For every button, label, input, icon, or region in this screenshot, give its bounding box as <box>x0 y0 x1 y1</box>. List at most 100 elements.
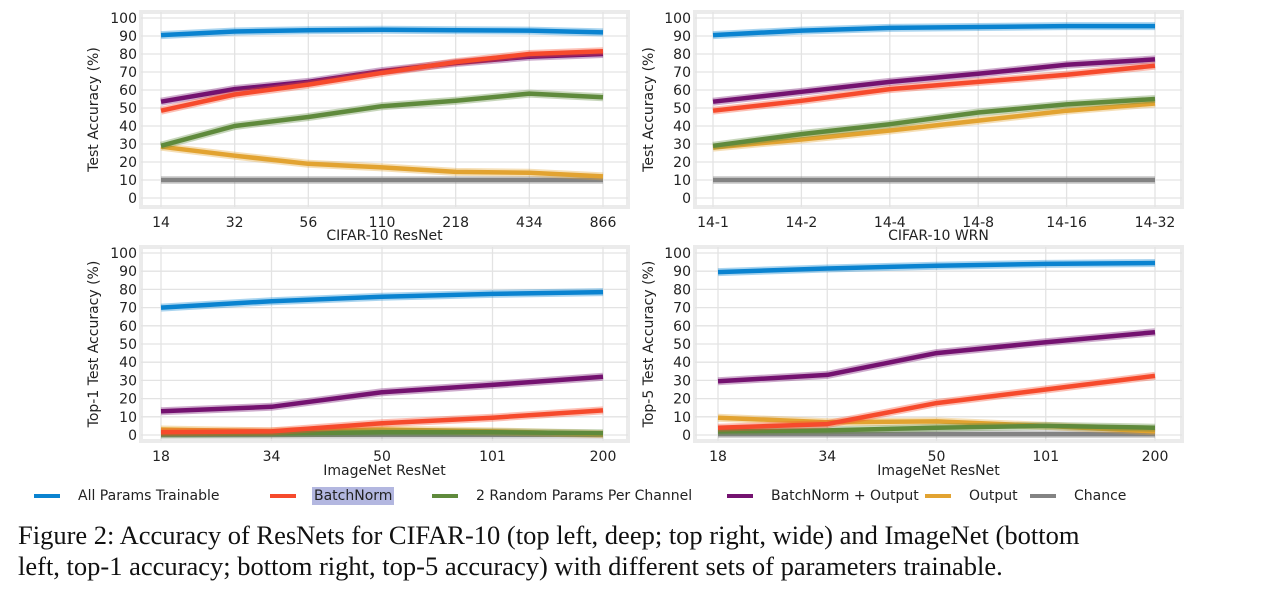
y-tick-label: 10 <box>673 410 691 426</box>
y-tick-label: 100 <box>110 246 137 262</box>
x-tick-label: 34 <box>263 449 281 465</box>
y-axis-label: Top-5 Test Accuracy (%) <box>641 261 657 429</box>
y-tick-label: 0 <box>682 191 691 207</box>
y-tick-label: 100 <box>664 11 691 27</box>
x-tick-label: 18 <box>152 449 170 465</box>
x-tick-label: 101 <box>1032 449 1059 465</box>
y-tick-label: 30 <box>673 373 691 389</box>
legend-swatch-batchnorm-output <box>727 494 753 498</box>
y-axis-label: Test Accuracy (%) <box>641 47 657 173</box>
series-line-output <box>712 101 1156 150</box>
legend-item-all-params: All Params Trainable <box>34 484 221 508</box>
y-tick-label: 40 <box>119 119 137 135</box>
y-tick-label: 10 <box>119 410 137 426</box>
y-tick-label: 100 <box>664 246 691 262</box>
legend-item-chance: Chance <box>1030 484 1128 508</box>
legend-swatch-all-params <box>34 494 60 498</box>
x-tick-label: 434 <box>516 215 543 231</box>
y-tick-label: 0 <box>682 428 691 444</box>
y-tick-label: 70 <box>673 65 691 81</box>
x-tick-label: 101 <box>479 449 506 465</box>
y-tick-label: 100 <box>110 11 137 27</box>
y-tick-label: 80 <box>119 47 137 63</box>
y-tick-label: 10 <box>119 173 137 189</box>
y-tick-label: 90 <box>119 264 137 280</box>
y-tick-label: 50 <box>119 337 137 353</box>
y-tick-label: 20 <box>119 392 137 408</box>
y-tick-label: 60 <box>119 83 137 99</box>
y-tick-label: 20 <box>119 155 137 171</box>
y-tick-label: 60 <box>673 83 691 99</box>
caption-line-2: left, top-1 accuracy; bottom right, top-… <box>18 551 1003 581</box>
chart-panel-2: 0 10 20 30 40 50 60 70 80 90 100 14-1 14-2 14-4 14-8 14… <box>641 10 1184 244</box>
x-axis-label: ImageNet ResNet <box>323 463 446 479</box>
y-tick-label: 90 <box>673 29 691 45</box>
y-tick-label: 80 <box>673 282 691 298</box>
x-tick-label: 14 <box>152 215 170 231</box>
x-axis-label: CIFAR-10 ResNet <box>326 228 443 244</box>
x-axis-label: CIFAR-10 WRN <box>888 228 989 244</box>
legend: All Params Trainable BatchNorm 2 Random … <box>0 484 1269 508</box>
series-line-batchnorm <box>712 63 1156 113</box>
y-tick-label: 70 <box>673 301 691 317</box>
x-tick-label: 34 <box>818 449 836 465</box>
series-line-2-random-params-per-channel <box>712 96 1156 149</box>
x-tick-label: 866 <box>590 215 617 231</box>
legend-swatch-random-params <box>432 494 458 498</box>
legend-swatch-batchnorm <box>270 494 296 498</box>
chart-panel-1: 0 10 20 30 40 50 60 70 80 90 100 14 32 56 110 218 434 866… <box>86 10 630 244</box>
y-tick-label: 50 <box>119 101 137 117</box>
x-tick-label: 50 <box>373 449 391 465</box>
y-tick-label: 90 <box>673 264 691 280</box>
chart-panel-3: 0 10 20 30 40 50 60 70 80 90 100 18 34 50 101 200 ImageN… <box>86 245 630 479</box>
y-tick-label: 20 <box>673 155 691 171</box>
y-tick-label: 90 <box>119 29 137 45</box>
y-tick-label: 30 <box>119 137 137 153</box>
legend-label-output: Output <box>969 488 1018 504</box>
legend-swatch-chance <box>1030 494 1056 498</box>
x-tick-label: 200 <box>590 449 617 465</box>
legend-item-random-params: 2 Random Params Per Channel <box>432 484 694 508</box>
legend-label-all-params: All Params Trainable <box>78 488 220 504</box>
y-axis-label: Test Accuracy (%) <box>86 47 102 173</box>
y-tick-label: 0 <box>128 191 137 207</box>
y-tick-label: 80 <box>673 47 691 63</box>
legend-swatch-output <box>925 494 951 498</box>
x-tick-label: 18 <box>709 449 727 465</box>
x-tick-label: 110 <box>369 215 396 231</box>
x-tick-label: 32 <box>226 215 244 231</box>
caption-line-1: Figure 2: Accuracy of ResNets for CIFAR-… <box>18 520 1080 550</box>
y-tick-label: 20 <box>673 392 691 408</box>
x-tick-label: 14-8 <box>962 215 994 231</box>
y-tick-label: 10 <box>673 173 691 189</box>
y-tick-label: 40 <box>119 355 137 371</box>
legend-label-batchnorm-output: BatchNorm + Output <box>771 488 919 504</box>
legend-label-random-params: 2 Random Params Per Channel <box>476 488 693 504</box>
legend-item-output: Output <box>925 484 1020 508</box>
y-tick-label: 30 <box>673 137 691 153</box>
chart-panel-4: 0 10 20 30 40 50 60 70 80 90 100 18 34 50 101 200 ImageN… <box>641 245 1184 479</box>
x-axis-label: ImageNet ResNet <box>877 463 1000 479</box>
y-tick-label: 70 <box>119 65 137 81</box>
y-tick-label: 50 <box>673 101 691 117</box>
x-tick-label: 14-1 <box>697 215 729 231</box>
legend-item-batchnorm-output: BatchNorm + Output <box>727 484 921 508</box>
figure-caption: Figure 2: Accuracy of ResNets for CIFAR-… <box>18 520 1258 582</box>
series-line-batchnorm-output <box>712 57 1156 104</box>
x-tick-label: 14-32 <box>1135 215 1176 231</box>
y-axis-label: Top-1 Test Accuracy (%) <box>86 261 102 429</box>
x-tick-label: 50 <box>928 449 946 465</box>
y-tick-label: 30 <box>119 373 137 389</box>
x-tick-label: 200 <box>1142 449 1169 465</box>
x-tick-label: 14-16 <box>1046 215 1087 231</box>
y-tick-label: 40 <box>673 119 691 135</box>
y-tick-label: 80 <box>119 282 137 298</box>
legend-label-chance: Chance <box>1074 488 1127 504</box>
y-tick-label: 50 <box>673 337 691 353</box>
y-tick-label: 0 <box>128 428 137 444</box>
y-tick-label: 70 <box>119 301 137 317</box>
y-tick-label: 60 <box>119 319 137 335</box>
y-tick-label: 40 <box>673 355 691 371</box>
series-line-all-params-trainable <box>712 23 1155 38</box>
